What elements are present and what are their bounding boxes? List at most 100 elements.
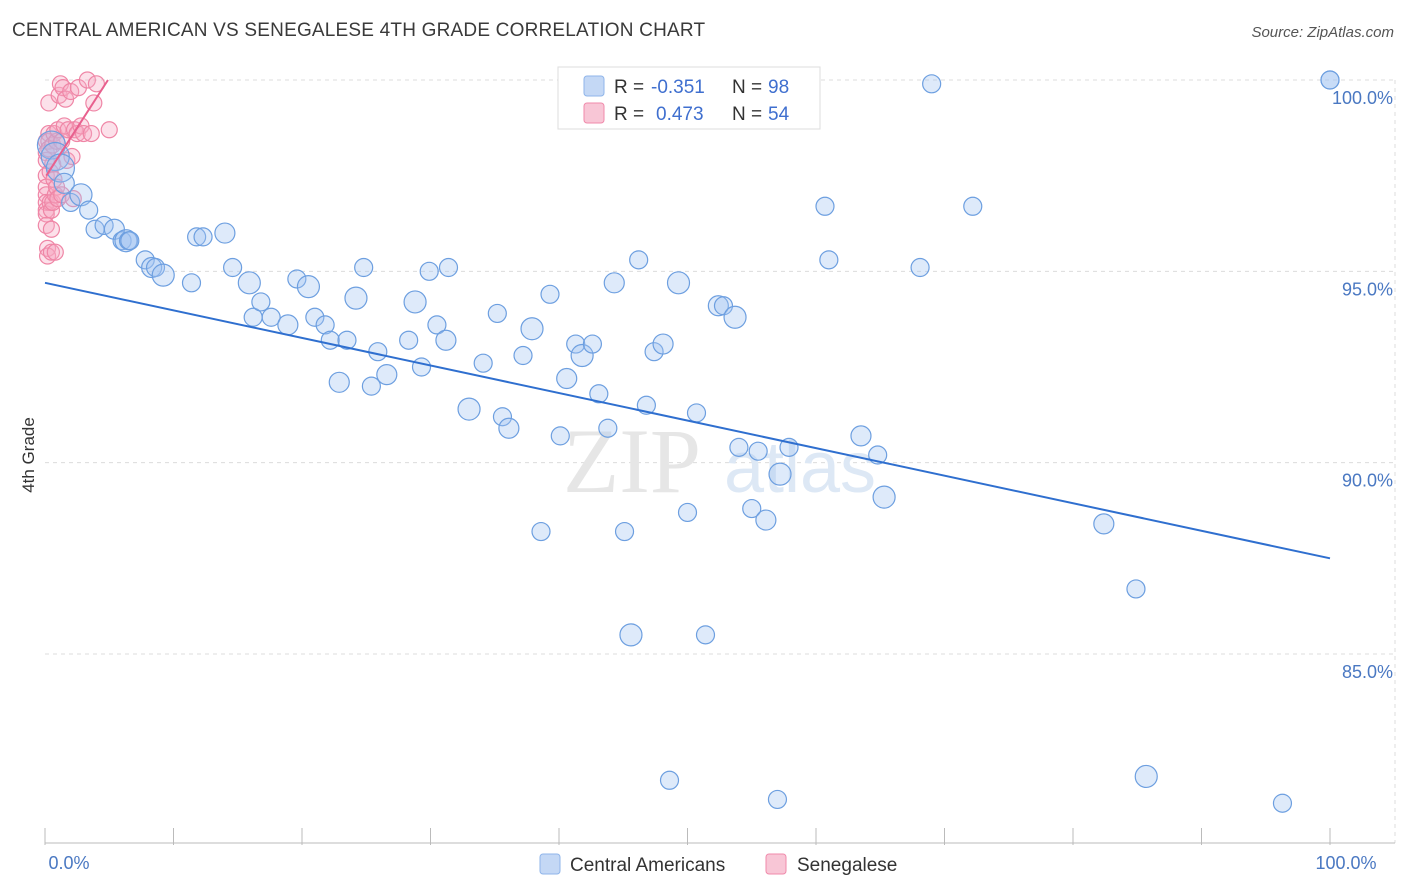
- legend-swatch-central: [583, 75, 605, 97]
- trend-line-senegalese: [45, 79, 109, 177]
- point-central-americans: [1272, 793, 1293, 813]
- correlation-legend: R = -0.351 N = 98 R = 0.473 N = 54: [557, 66, 821, 130]
- y-tick-label: 85.0%: [1342, 662, 1393, 682]
- point-central-americans: [659, 770, 680, 790]
- point-central-americans: [53, 172, 75, 194]
- point-central-americans: [120, 231, 140, 251]
- legend-r-label-central: R =: [614, 77, 644, 98]
- point-central-americans: [1126, 579, 1146, 599]
- source-label: Source: ZipAtlas.com: [1251, 24, 1394, 41]
- y-tick-label: 90.0%: [1342, 471, 1393, 491]
- point-central-americans: [368, 342, 388, 362]
- point-central-americans: [707, 295, 729, 317]
- point-central-americans: [513, 345, 533, 366]
- point-central-americans: [566, 334, 586, 354]
- point-central-americans: [850, 425, 872, 447]
- legend-r-value-senegalese: 0.473: [656, 104, 704, 125]
- point-central-americans: [237, 271, 261, 295]
- legend-n-value-senegalese: 54: [768, 104, 790, 125]
- point-central-americans: [755, 509, 777, 531]
- point-central-americans: [742, 498, 762, 519]
- point-central-americans: [695, 625, 716, 645]
- point-central-americans: [181, 273, 202, 293]
- y-tick-label: 95.0%: [1342, 279, 1393, 299]
- point-central-americans: [320, 330, 340, 350]
- point-central-americans: [61, 192, 81, 213]
- point-central-americans: [419, 261, 439, 281]
- point-central-americans: [112, 231, 132, 251]
- point-central-americans: [361, 376, 381, 396]
- point-central-americans: [686, 403, 707, 423]
- point-senegalese: [42, 243, 61, 261]
- point-senegalese: [62, 82, 80, 101]
- watermark: ZIP atlas: [563, 410, 876, 512]
- series-central-americans: [36, 70, 1340, 813]
- point-central-americans: [79, 200, 99, 220]
- point-central-americans: [767, 789, 788, 810]
- bottom-legend-swatch-senegalese: [765, 853, 787, 875]
- point-central-americans: [473, 353, 493, 373]
- point-central-americans: [723, 305, 747, 329]
- point-central-americans: [1320, 70, 1340, 90]
- point-central-americans: [498, 417, 520, 439]
- x-tick-label: 0.0%: [48, 853, 89, 873]
- legend-r-value-central: -0.351: [651, 77, 705, 98]
- trend-lines: [44, 79, 1331, 560]
- point-central-americans: [214, 222, 236, 244]
- point-central-americans: [328, 371, 350, 393]
- point-senegalese: [78, 71, 97, 89]
- bottom-legend-swatch-central: [539, 853, 561, 875]
- point-central-americans: [598, 418, 618, 438]
- point-central-americans: [589, 384, 609, 404]
- x-tick-label: 100.0%: [1315, 853, 1376, 873]
- point-central-americans: [427, 315, 447, 335]
- point-central-americans: [619, 623, 643, 647]
- point-central-americans: [187, 227, 207, 247]
- bottom-legend-label-central: Central Americans: [570, 855, 725, 876]
- point-central-americans: [768, 462, 792, 486]
- point-central-americans: [403, 290, 427, 314]
- point-central-americans: [556, 367, 578, 390]
- series-legend: Central Americans Senegalese: [539, 853, 897, 876]
- point-senegalese: [46, 243, 64, 261]
- legend-r-label-senegalese: R =: [614, 104, 644, 125]
- point-senegalese: [42, 220, 61, 238]
- point-senegalese: [63, 147, 81, 166]
- point-central-americans: [1093, 513, 1115, 535]
- point-central-americans: [305, 307, 325, 327]
- point-senegalese: [64, 190, 82, 208]
- chart-title: CENTRAL AMERICAN VS SENEGALESE 4TH GRADE…: [12, 20, 706, 41]
- legend-n-value-central: 98: [768, 77, 789, 98]
- point-central-americans: [582, 334, 603, 354]
- point-central-americans: [819, 250, 839, 270]
- legend-n-label-senegalese: N =: [732, 104, 762, 125]
- point-central-americans: [287, 269, 307, 289]
- point-central-americans: [487, 303, 507, 324]
- legend-swatch-senegalese: [583, 102, 605, 124]
- point-central-americans: [411, 357, 432, 377]
- watermark-atlas: atlas: [724, 428, 876, 508]
- point-central-americans: [872, 485, 896, 509]
- point-central-americans: [492, 407, 513, 427]
- point-central-americans: [603, 272, 625, 294]
- y-axis-title: 4th Grade: [19, 417, 38, 493]
- point-central-americans: [435, 329, 457, 351]
- point-central-americans: [540, 284, 560, 304]
- point-central-americans: [652, 333, 674, 355]
- point-central-americans: [296, 275, 321, 299]
- point-central-americans: [315, 315, 335, 335]
- bottom-legend-label-senegalese: Senegalese: [797, 855, 897, 876]
- point-central-americans: [729, 437, 749, 457]
- point-central-americans: [748, 441, 768, 461]
- y-tick-label: 100.0%: [1332, 88, 1393, 108]
- point-central-americans: [713, 296, 734, 316]
- point-central-americans: [570, 343, 594, 368]
- trend-line-central-americans: [44, 281, 1331, 560]
- legend-n-label-central: N =: [732, 77, 762, 98]
- point-central-americans: [438, 257, 459, 278]
- point-central-americans: [457, 397, 481, 421]
- point-central-americans: [337, 330, 357, 350]
- point-central-americans: [223, 257, 243, 278]
- point-central-americans: [550, 426, 570, 446]
